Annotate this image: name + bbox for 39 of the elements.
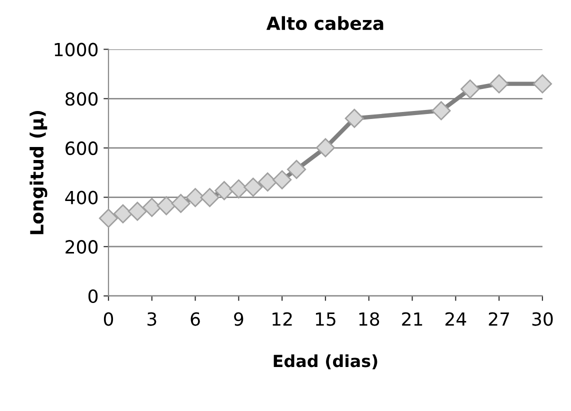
y-tick-label: 600	[66, 141, 98, 156]
y-tick-label: 200	[66, 240, 98, 254]
point	[200, 188, 220, 208]
y-tick-label: 1000	[54, 42, 98, 56]
point	[344, 108, 364, 128]
x-tick-label: 18	[359, 312, 380, 326]
x-tick-label: 6	[190, 312, 200, 326]
point	[272, 170, 292, 190]
point	[171, 194, 190, 213]
y-tick-label: 400	[65, 190, 98, 204]
point	[490, 74, 509, 94]
x-tick-label: 9	[234, 312, 244, 326]
point	[532, 74, 552, 94]
point	[316, 138, 336, 158]
x-tick-label: 12	[272, 312, 292, 326]
y-tick-label: 0	[88, 289, 98, 304]
x-tick-label: 30	[532, 312, 553, 326]
chart-title: Alto cabeza	[266, 16, 384, 30]
point	[287, 160, 306, 179]
point	[113, 204, 132, 224]
point	[156, 196, 176, 216]
x-tick-label: 0	[104, 312, 114, 326]
point	[128, 202, 147, 221]
x-tick-label: 15	[316, 312, 336, 326]
x-axis-title: Edad (dias)	[274, 354, 378, 370]
point	[244, 178, 263, 197]
point	[142, 198, 162, 217]
point	[460, 79, 480, 99]
point	[229, 179, 248, 198]
point	[214, 181, 234, 200]
x-tick-label: 3	[148, 312, 156, 326]
x-tick-label: 24	[445, 312, 466, 326]
point	[98, 208, 118, 228]
point	[258, 172, 278, 192]
point	[432, 101, 451, 120]
x-tick-label: 21	[402, 312, 422, 326]
y-tick-label: 800	[66, 92, 98, 106]
y-axis-title: Longitud (µ)	[30, 110, 48, 234]
x-tick-label: 27	[488, 312, 509, 326]
